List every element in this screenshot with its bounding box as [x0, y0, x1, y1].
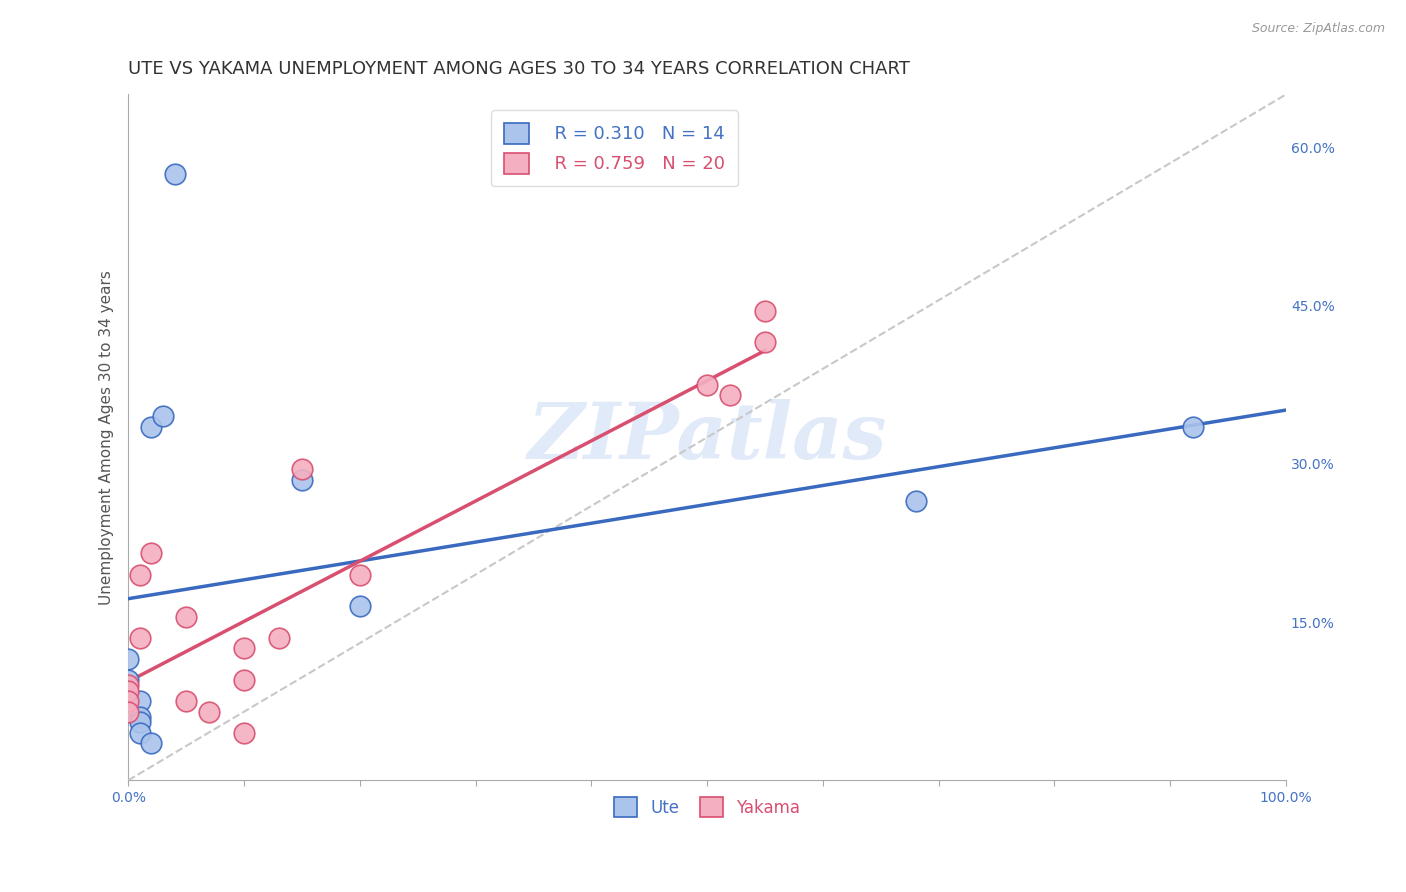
Point [696, 377, 718, 392]
Point [128, 567, 150, 582]
Point [174, 609, 197, 624]
Point [128, 715, 150, 730]
Point [141, 736, 163, 750]
Point [1182, 419, 1205, 434]
Point [128, 726, 150, 740]
Point [754, 303, 776, 318]
Point [117, 683, 139, 698]
Point [233, 673, 256, 687]
Point [128, 631, 150, 645]
Text: UTE VS YAKAMA UNEMPLOYMENT AMONG AGES 30 TO 34 YEARS CORRELATION CHART: UTE VS YAKAMA UNEMPLOYMENT AMONG AGES 30… [128, 60, 910, 78]
Point [141, 546, 163, 560]
Point [128, 694, 150, 708]
Text: Source: ZipAtlas.com: Source: ZipAtlas.com [1251, 22, 1385, 36]
Point [117, 694, 139, 708]
Point [141, 419, 163, 434]
Point [718, 388, 741, 402]
Point [117, 705, 139, 719]
Point [291, 473, 314, 487]
Point [128, 710, 150, 724]
Point [233, 726, 256, 740]
Point [174, 694, 197, 708]
Y-axis label: Unemployment Among Ages 30 to 34 years: Unemployment Among Ages 30 to 34 years [100, 270, 114, 605]
Point [233, 641, 256, 656]
Point [163, 167, 186, 181]
Point [117, 652, 139, 666]
Text: ZIPatlas: ZIPatlas [527, 399, 887, 475]
Point [267, 631, 290, 645]
Point [117, 678, 139, 692]
Point [198, 705, 221, 719]
Legend: Ute, Yakama: Ute, Yakama [607, 791, 807, 823]
Point [152, 409, 174, 424]
Point [904, 493, 927, 508]
Point [349, 599, 371, 614]
Point [349, 567, 371, 582]
Point [754, 335, 776, 350]
Point [117, 673, 139, 687]
Point [291, 462, 314, 476]
